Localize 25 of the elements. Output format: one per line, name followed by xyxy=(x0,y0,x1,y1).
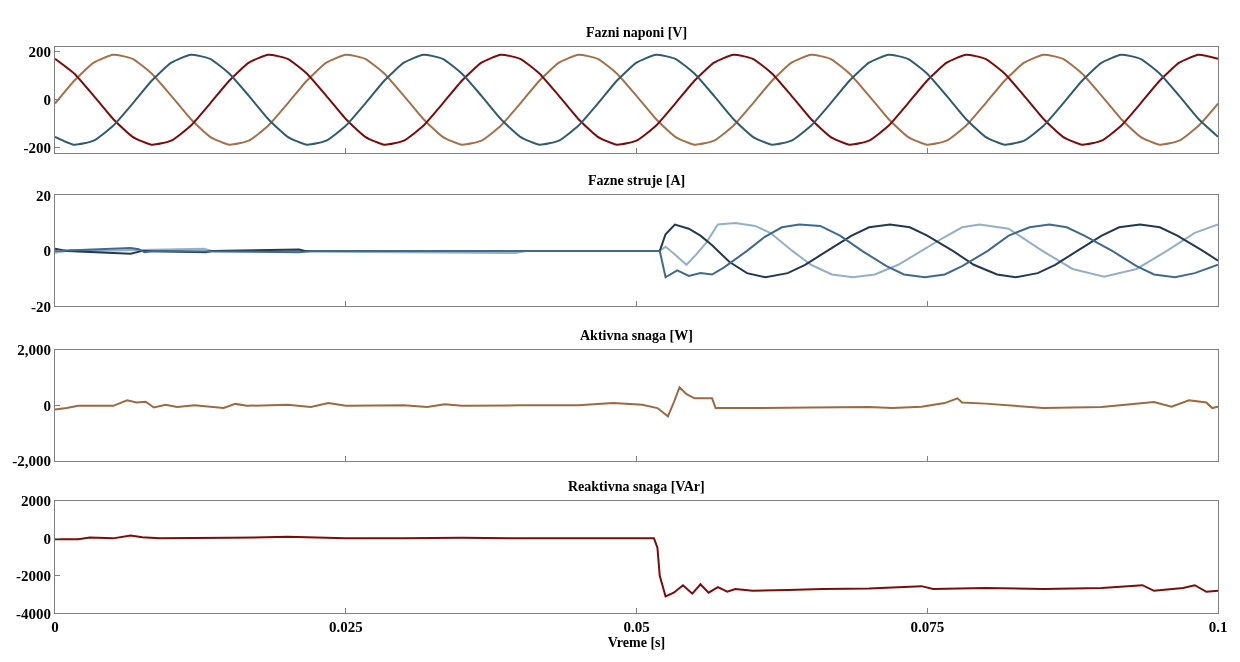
chart-title: Aktivna snaga [W] xyxy=(580,328,693,343)
y-tick-label: -2,000 xyxy=(12,453,51,470)
x-tick-label: 0.05 xyxy=(623,619,650,636)
x-tick-label: 0.025 xyxy=(328,619,363,636)
chart-title: Reaktivna snaga [VAr] xyxy=(568,479,705,494)
y-tick-label: 2000 xyxy=(21,493,51,510)
y-tick-label: -200 xyxy=(23,140,51,157)
y-tick-label: 0 xyxy=(43,397,51,414)
line-series xyxy=(55,53,1218,146)
y-tick-label: 0 xyxy=(43,530,51,547)
y-tick-label: -2000 xyxy=(16,568,51,585)
chart-title: Fazni naponi [V] xyxy=(586,25,688,40)
x-axis-title: Vreme [s] xyxy=(607,635,666,651)
line-series xyxy=(55,534,1218,598)
y-tick-label: -20 xyxy=(31,298,51,315)
y-tick-label: 200 xyxy=(28,43,51,60)
chart-title: Fazne struje [A] xyxy=(588,173,686,188)
x-tick-label: 0.1 xyxy=(1208,619,1228,636)
y-tick-label: 2,000 xyxy=(17,341,51,358)
y-tick-label: 20 xyxy=(36,187,51,204)
line-series xyxy=(55,386,1218,418)
y-tick-label: 0 xyxy=(43,243,51,260)
y-tick-label: 0 xyxy=(43,91,51,108)
x-tick-label: 0.075 xyxy=(910,619,945,636)
y-tick-label: -4000 xyxy=(16,605,51,622)
